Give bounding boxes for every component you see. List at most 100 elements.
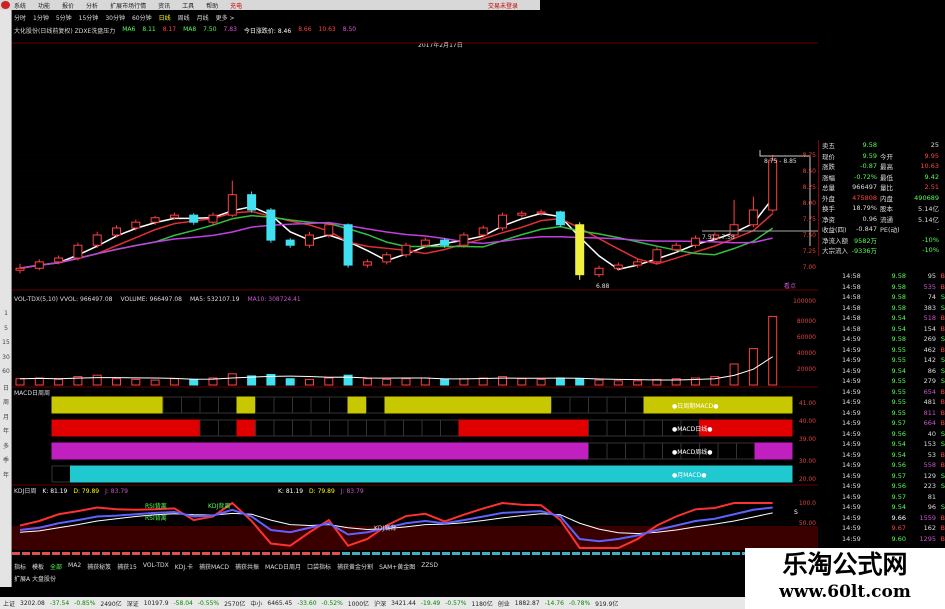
indicator-tab-0[interactable]: 指标: [14, 564, 27, 571]
macd-band-cell: [366, 442, 386, 460]
indicator-tab-3[interactable]: MA2: [68, 562, 82, 569]
volume-title: VOL-TDX(5,10) VVOL: 966497.08 VOLUME: 966…: [14, 296, 301, 303]
tick-cell: 9.67: [891, 524, 906, 533]
period-button-8[interactable]: 年: [2, 428, 9, 435]
indicator-tab-6[interactable]: VOL-TDX: [142, 562, 169, 569]
tick-cell: 95: [927, 272, 936, 281]
menu-item-function[interactable]: 功能: [38, 2, 51, 10]
macd-band-cell: [403, 419, 423, 437]
index-name[interactable]: 深证: [126, 600, 139, 608]
tick-cell: 9.56: [891, 429, 906, 438]
time-axis-tick: [592, 552, 600, 555]
volume-bar: [285, 378, 295, 386]
macd-band-cell: [477, 442, 497, 460]
macd-band-cell: [384, 465, 404, 483]
time-axis-tick: [652, 552, 660, 555]
menu-item-help[interactable]: 帮助: [206, 2, 219, 10]
indicator-tab-14[interactable]: ZZSD: [421, 562, 438, 569]
quote-cell: 涨跌: [822, 163, 835, 172]
tick-cell: 654: [923, 387, 936, 396]
tick-cell: 81: [927, 492, 936, 501]
tick-row: 14:59 9.57 81: [842, 492, 945, 503]
period-tab-3[interactable]: 15分钟: [78, 15, 99, 22]
indicator-tab-8[interactable]: 捕获MACD: [199, 564, 230, 571]
quote-cell: 今开: [880, 152, 893, 161]
tick-list[interactable]: 14:58 9.58 95 B 14:58 9.58 535 B 14:58 9.58 74 S 14:…: [842, 271, 945, 544]
tick-cell: 53: [927, 450, 936, 459]
period-tab-4[interactable]: 30分钟: [105, 15, 125, 22]
quote-row: 涨幅 -0.72% 最低 9.42: [819, 172, 945, 183]
period-button-10[interactable]: 季: [2, 457, 9, 464]
indicator-tab-1[interactable]: 模板: [32, 564, 45, 571]
candle: [324, 224, 334, 236]
indicator-tab-7[interactable]: KDJ.卡: [174, 564, 194, 571]
period-tab-9[interactable]: 更多 >: [215, 15, 235, 22]
macd-band-cell: [310, 465, 330, 483]
macd-band-cell: [329, 419, 349, 437]
menu-item-charge[interactable]: 充电: [230, 2, 243, 10]
period-button-7[interactable]: 月: [2, 413, 9, 421]
index-p: -0.52%: [321, 599, 343, 607]
index-name[interactable]: 沪深: [374, 600, 387, 608]
menu-item-news[interactable]: 资讯: [158, 2, 171, 10]
candle: [671, 244, 681, 251]
index-name[interactable]: 上证: [3, 600, 16, 608]
period-tab-5[interactable]: 60分钟: [131, 15, 152, 22]
macd-band-cell: [532, 442, 552, 460]
tick-cell: 14:59: [842, 398, 861, 407]
period-button-2[interactable]: 15: [2, 339, 10, 346]
tick-row: 14:59 9.56 558 B: [842, 460, 945, 471]
period-button-5[interactable]: 日: [2, 384, 9, 392]
menu-item-quote[interactable]: 报价: [62, 2, 75, 10]
macd-band-cell: [440, 465, 460, 483]
menu-item-extended-market[interactable]: 扩展市场行情: [110, 2, 147, 10]
period-tab-8[interactable]: 月线: [196, 15, 209, 22]
period-button-1[interactable]: 5: [4, 324, 8, 332]
period-tab-6[interactable]: 日线: [158, 15, 171, 22]
indicator-tab-12[interactable]: 捕获黄金分割: [337, 564, 374, 571]
tick-row: 14:59 9.57 664 B: [842, 418, 945, 429]
indicator-tab-2[interactable]: 全部: [50, 564, 63, 571]
candle: [536, 211, 546, 214]
quote-cell: 外盘: [822, 194, 835, 203]
period-button-11[interactable]: 年: [2, 471, 9, 479]
indicator-tab-5[interactable]: 捕获15: [117, 564, 137, 571]
extension-label[interactable]: 扩展A 大盘股份: [14, 576, 57, 583]
tick-cell: 14:58: [842, 272, 861, 281]
quote-cell: 总量: [822, 184, 835, 193]
menu-item-system[interactable]: 系统: [14, 2, 27, 10]
time-axis-tick: [232, 552, 240, 555]
tick-cell: 14:59: [842, 387, 861, 396]
tick-row: 14:58 9.58 74 S: [842, 292, 945, 303]
period-tab-1[interactable]: 1分钟: [33, 15, 49, 22]
period-tab-7[interactable]: 周线: [177, 15, 190, 22]
period-button-3[interactable]: 30: [2, 353, 10, 361]
index-name[interactable]: 创业: [497, 600, 510, 608]
period-button-0[interactable]: 1: [4, 310, 8, 317]
time-axis-tick: [542, 552, 550, 555]
volume-bar: [691, 377, 700, 386]
macd-band-cell: [310, 442, 330, 460]
indicator-tab-4[interactable]: 捕获秘笈: [87, 564, 112, 571]
period-button-9[interactable]: 多: [2, 442, 9, 450]
period-button-4[interactable]: 60: [2, 368, 10, 375]
menu-item-tools[interactable]: 工具: [182, 2, 195, 10]
period-tab-2[interactable]: 5分钟: [55, 15, 72, 22]
tick-cell: S: [940, 377, 945, 386]
tick-cell: 9.58: [891, 335, 906, 344]
indicator-tab-10[interactable]: MACD日周月: [265, 564, 302, 571]
trade-status[interactable]: 交易未登录: [488, 3, 519, 10]
indicator-tab-9[interactable]: 捕获共振: [235, 564, 260, 571]
indicator-tab-11[interactable]: 口袋指标: [307, 564, 332, 571]
indicator-tab-13[interactable]: SAM+黄金图: [379, 564, 416, 571]
chart-canvas[interactable]: 8.75 - 8.85 7.51 - 7.58 6.88 看点 VOL-TDX(5,10…: [12, 36, 818, 562]
macd-band-cell: [643, 396, 663, 414]
left-period-toolbar: 1 5 15 30 60 日周月年多季年: [0, 10, 12, 587]
candle: [555, 211, 565, 226]
period-tab-0[interactable]: 分时: [14, 15, 27, 22]
period-button-6[interactable]: 周: [2, 399, 9, 406]
tick-row: 14:59 9.55 654 B: [842, 387, 945, 398]
menu-item-analysis[interactable]: 分析: [86, 2, 99, 10]
index-name[interactable]: 中小: [250, 600, 263, 608]
time-axis-tick: [202, 552, 210, 555]
